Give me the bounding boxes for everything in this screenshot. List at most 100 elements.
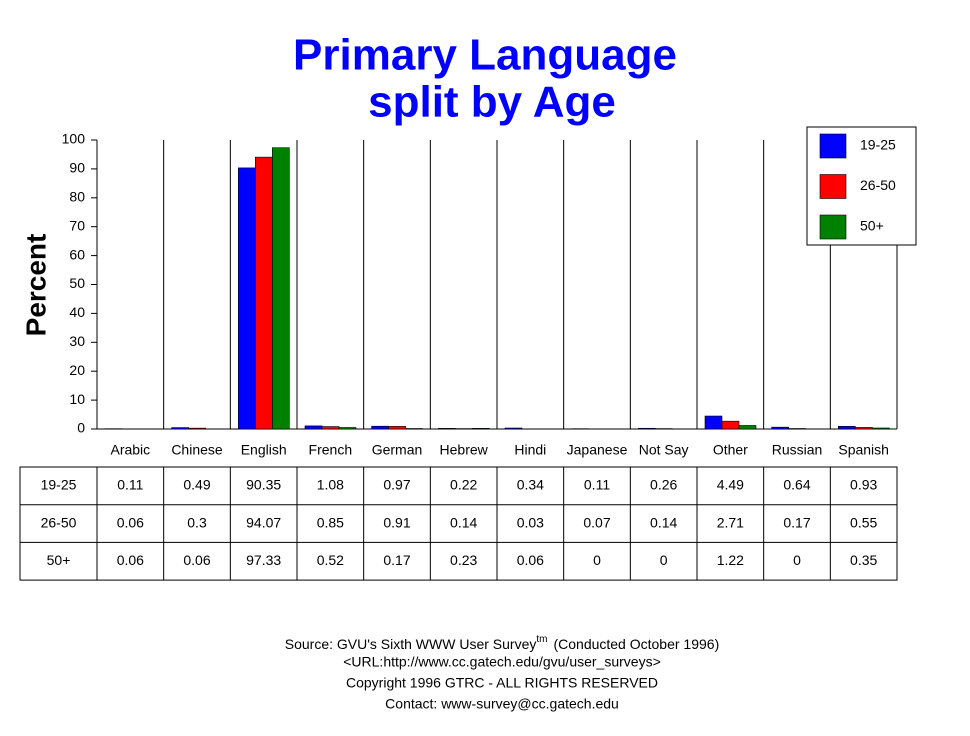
x-tick-label: English [241,442,287,458]
bar [855,427,873,430]
x-tick-label: Hindi [514,442,546,458]
legend-swatch [819,174,847,199]
legend-label: 19-25 [860,137,896,153]
source-line: Source: GVU's Sixth WWW User Surveytm (Co… [285,634,719,652]
x-tick-label: Other [713,442,748,458]
table-cell: 0 [660,552,668,568]
footer-line: <URL:http://www.cc.gatech.edu/gvu/user_s… [343,654,661,670]
table-cell: 0.26 [650,477,677,493]
table-row-label: 19-25 [41,477,77,493]
bar [338,427,357,430]
table-cell: 0.11 [117,477,143,493]
y-tick-label: 80 [69,189,85,205]
bar [704,415,723,430]
table-cell: 0.49 [183,477,210,493]
bar [321,426,340,430]
table-cell: 0.85 [317,514,344,530]
y-tick-label: 20 [69,362,85,378]
bar [771,426,789,430]
bar [255,156,273,430]
x-tick-label: Spanish [838,442,889,458]
table-row-label: 26-50 [41,514,77,530]
legend-swatch [819,214,847,240]
footer-line: Contact: www-survey@cc.gatech.edu [385,696,619,712]
table-cell: 0.07 [583,514,610,530]
table-cell: 1.22 [717,552,744,568]
table-cell: 0.14 [450,514,477,530]
table-cell: 1.08 [317,477,344,493]
table-cell: 0.11 [584,477,610,493]
table-cell: 0.23 [450,552,477,568]
table-cell: 0 [593,552,601,568]
table-cell: 0.06 [117,552,144,568]
table-cell: 0.17 [783,514,810,530]
y-tick-label: 10 [69,391,85,407]
x-tick-label: Arabic [110,442,150,458]
table-cell: 0.22 [450,477,477,493]
y-tick-label: 40 [69,304,85,320]
y-tick-label: 70 [69,217,85,233]
bar [738,425,757,430]
bar [504,427,523,430]
y-axis-label: Percent [20,234,51,337]
bar [171,427,189,430]
table-cell: 0.97 [383,477,410,493]
bar [304,425,323,430]
source-mark: tm [536,634,547,645]
y-tick-label: 50 [69,275,85,291]
table-cell: 0.06 [117,514,144,530]
y-tick-label: 0 [77,420,85,436]
table-cell: 4.49 [717,477,744,493]
table-cell: 0.17 [383,552,410,568]
table-cell: 0 [793,552,801,568]
bar [388,426,406,430]
x-tick-label: Hebrew [440,442,489,458]
y-tick-label: 90 [69,160,85,176]
bar [238,167,256,430]
bar [872,427,890,430]
x-tick-label: French [309,442,353,458]
table-cell: 0.93 [850,477,877,493]
table-cell: 0.64 [783,477,810,493]
table-cell: 0.14 [650,514,677,530]
table-row-label: 50+ [47,552,71,568]
y-tick-label: 100 [62,131,86,147]
bar [188,427,206,430]
bar [838,426,856,430]
source-note: (Conducted October 1996) [553,636,719,652]
table-cell: 0.55 [850,514,877,530]
table-cell: 0.03 [517,514,544,530]
bar [438,428,456,430]
bar [638,427,656,430]
table-cell: 0.52 [317,552,344,568]
table-cell: 0.3 [187,514,207,530]
table-cell: 2.71 [717,514,744,530]
x-tick-label: Japanese [567,442,628,458]
bar [472,428,490,430]
legend-label: 26-50 [860,177,896,193]
table-cell: 94.07 [246,514,281,530]
table-cell: 90.35 [246,477,281,493]
x-tick-label: German [372,442,423,458]
table-cell: 97.33 [246,552,281,568]
table-cell: 0.35 [850,552,877,568]
y-tick-label: 60 [69,246,85,262]
bar [272,147,290,430]
table-cell: 0.34 [517,477,544,493]
x-tick-label: Chinese [171,442,223,458]
bar [371,425,389,430]
table-cell: 0.06 [183,552,210,568]
y-tick-label: 30 [69,333,85,349]
chart-title: Primary Language [293,31,677,80]
legend-swatch [819,133,847,159]
footer-line: Copyright 1996 GTRC - ALL RIGHTS RESERVE… [346,675,658,691]
bar [721,420,740,430]
x-tick-label: Not Say [639,442,689,458]
table-cell: 0.91 [383,514,410,530]
source: Source: GVU's Sixth WWW User Survey [285,636,537,652]
chart-subtitle: split by Age [368,78,616,127]
table-cell: 0.06 [517,552,544,568]
x-tick-label: Russian [772,442,823,458]
